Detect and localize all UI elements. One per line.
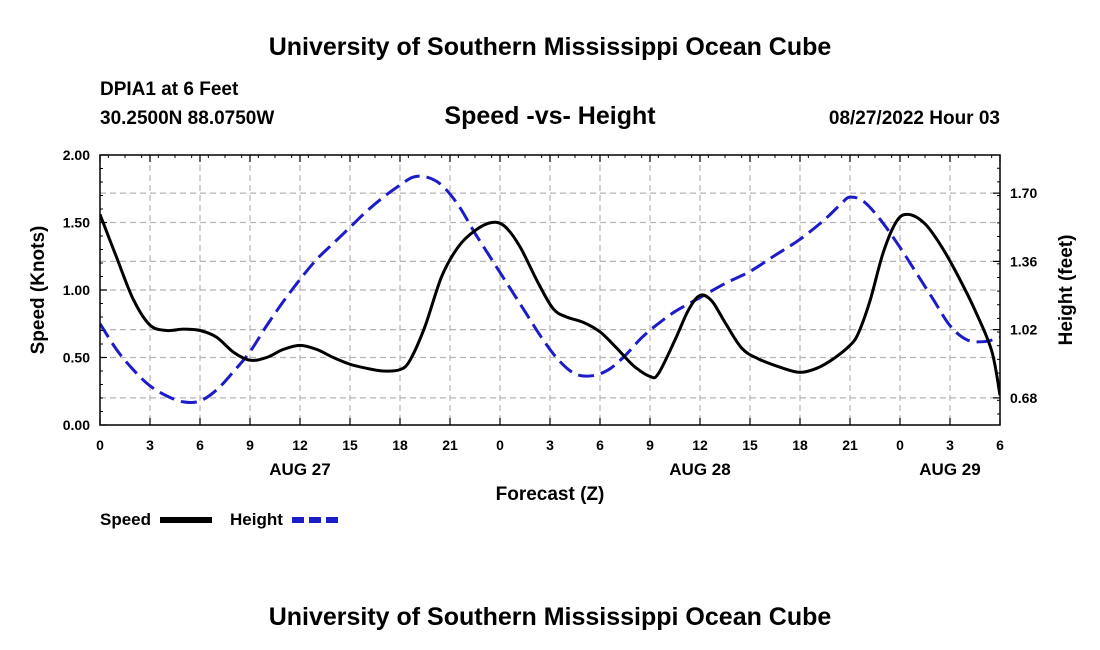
x-tick-label: 21	[442, 437, 458, 453]
x-tick-label: 12	[292, 437, 308, 453]
footer-title: University of Southern Mississippi Ocean…	[269, 603, 832, 631]
date-label: 08/27/2022 Hour 03	[829, 108, 1000, 129]
y-tick-label: 2.00	[63, 147, 90, 163]
x-tick-label: 6	[996, 437, 1004, 453]
coordinates-label: 30.2500N 88.0750W	[100, 108, 274, 129]
plot-frame	[99, 154, 1001, 426]
x-tick-label: 12	[692, 437, 708, 453]
x-tick-label: 21	[842, 437, 858, 453]
x-tick-label: 18	[792, 437, 808, 453]
grid-layer	[100, 155, 1000, 425]
date-label: AUG 27	[269, 460, 330, 479]
series-layer	[100, 174, 1000, 404]
frame-layer	[99, 154, 1001, 426]
x-tick-label: 9	[646, 437, 654, 453]
y2-tick-label: 0.68	[1010, 390, 1037, 406]
x-tick-label: 18	[392, 437, 408, 453]
y-tick-label: 1.50	[63, 215, 90, 231]
legend-speed-label: Speed	[100, 510, 151, 529]
x-tick-label: 15	[742, 437, 758, 453]
page-title: University of Southern Mississippi Ocean…	[269, 33, 832, 61]
y2-tick-label: 1.70	[1010, 185, 1037, 201]
chart-title: Speed -vs- Height	[444, 102, 656, 130]
x-axis-label: Forecast (Z)	[496, 484, 605, 505]
y2-axis-label: Height (feet)	[1056, 235, 1077, 346]
y-tick-label: 1.00	[63, 282, 90, 298]
x-tick-label: 0	[96, 437, 104, 453]
y-axis-label: Speed (Knots)	[28, 226, 49, 355]
legend-height-label: Height	[230, 510, 283, 529]
x-tick-label: 3	[946, 437, 954, 453]
x-tick-label: 0	[896, 437, 904, 453]
x-tick-label: 15	[342, 437, 358, 453]
x-tick-label: 0	[496, 437, 504, 453]
x-tick-label: 9	[246, 437, 254, 453]
x-tick-label: 3	[546, 437, 554, 453]
x-tick-label: 3	[146, 437, 154, 453]
label-layer: 0 3 6 9 12 15 18 21 0 3 6 9 12 15 18 21 0 3 6 0.00 0.50 1.00 1…	[63, 147, 1038, 479]
station-label: DPIA1 at 6 Feet	[100, 79, 239, 100]
y2-tick-label: 1.02	[1010, 322, 1037, 338]
y-tick-label: 0.00	[63, 417, 90, 433]
x-tick-label: 6	[596, 437, 604, 453]
date-label: AUG 28	[669, 460, 730, 479]
x-tick-label: 6	[196, 437, 204, 453]
legend: Speed Height	[100, 510, 342, 529]
date-label: AUG 29	[919, 460, 980, 479]
speed-series-line	[100, 212, 1000, 396]
y-tick-label: 0.50	[63, 350, 90, 366]
y2-tick-label: 1.36	[1010, 253, 1037, 269]
